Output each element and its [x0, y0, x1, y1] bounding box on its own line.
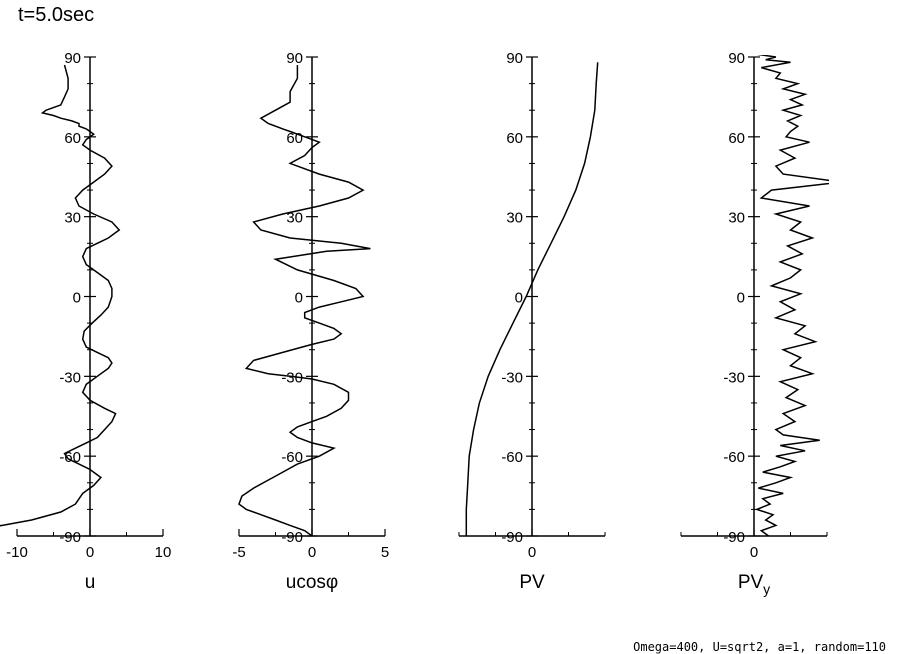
panels-group: -10 0 10 90 60 30 0 -30 -60 -90 u -5 0 5 90 60 30 0 -30 -60…: [0, 50, 829, 597]
y-tick-label: 30: [506, 210, 523, 227]
series-line: [754, 55, 829, 537]
y-tick-label: 90: [286, 50, 303, 67]
y-tick-label: 60: [506, 130, 523, 147]
y-tick-label: -30: [281, 369, 303, 386]
y-tick-label: 0: [73, 290, 81, 307]
y-tick-label: -30: [723, 369, 745, 386]
x-tick-label: 0: [86, 544, 94, 561]
x-tick-label: 0: [308, 544, 316, 561]
x-tick-label: 10: [155, 544, 172, 561]
series-line: [238, 65, 371, 537]
y-tick-label: -90: [59, 529, 81, 546]
y-tick-label: -90: [281, 529, 303, 546]
y-tick-label: 90: [506, 50, 523, 67]
x-tick-label: 0: [750, 544, 758, 561]
x-axis-label: u: [85, 572, 96, 593]
y-tick-label: 90: [728, 50, 745, 67]
y-tick-label: 60: [64, 130, 81, 147]
y-tick-label: -60: [501, 449, 523, 466]
y-tick-label: -60: [723, 449, 745, 466]
y-tick-label: -30: [501, 369, 523, 386]
y-tick-label: 30: [64, 210, 81, 227]
y-tick-label: -30: [59, 369, 81, 386]
y-tick-label: 60: [728, 130, 745, 147]
y-tick-label: -60: [281, 449, 303, 466]
y-tick-label: 0: [737, 290, 745, 307]
y-tick-label: -90: [723, 529, 745, 546]
series-line: [0, 64, 121, 527]
y-tick-label: 90: [64, 50, 81, 67]
x-axis-label: PV: [519, 572, 545, 593]
panel-pvy: 0 90 60 30 0 -30 -60 -90 PVy: [680, 50, 829, 597]
y-tick-label: 0: [295, 290, 303, 307]
x-tick-label: 0: [528, 544, 536, 561]
x-tick-label: -10: [6, 544, 28, 561]
x-tick-label: 5: [381, 544, 389, 561]
y-tick-label: 30: [728, 210, 745, 227]
series-line: [465, 62, 599, 536]
x-tick-label: -5: [232, 544, 245, 561]
figure-title: t=5.0sec: [18, 4, 94, 26]
y-tick-label: 0: [515, 290, 523, 307]
panel-pv: 0 90 60 30 0 -30 -60 -90 PV: [458, 50, 606, 593]
x-axis-label: ucosφ: [286, 572, 338, 593]
y-tick-label: -90: [501, 529, 523, 546]
footnote: Omega=400, U=sqrt2, a=1, random=110: [633, 640, 886, 654]
y-tick-label: 30: [286, 210, 303, 227]
x-axis-label: PVy: [738, 572, 770, 597]
